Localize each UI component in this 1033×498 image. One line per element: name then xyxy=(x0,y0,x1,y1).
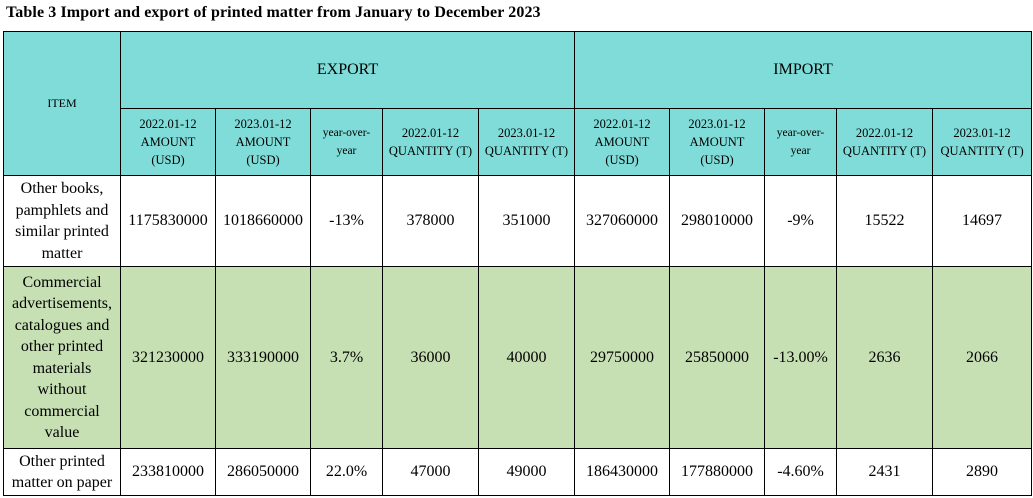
import-col-2022-quantity: 2022.01-12 QUANTITY (T) xyxy=(836,108,934,176)
table-title: Table 3 Import and export of printed mat… xyxy=(6,4,541,21)
table-cell: 327060000 xyxy=(574,175,671,267)
table-cell: 25850000 xyxy=(669,266,766,449)
header-import: IMPORT xyxy=(574,31,1033,109)
table-row: Other printed matter on paper 233810000 2… xyxy=(3,448,1033,496)
table-cell: 2636 xyxy=(836,266,934,449)
table-cell: 14697 xyxy=(932,175,1033,267)
import-col-2023-amount: 2023.01-12 AMOUNT (USD) xyxy=(669,108,766,176)
table-cell: 321230000 xyxy=(120,266,216,449)
table-cell: -13% xyxy=(310,175,383,267)
table-cell: 286050000 xyxy=(215,448,311,496)
table-cell: -13.00% xyxy=(764,266,838,449)
table-cell: 1175830000 xyxy=(120,175,216,267)
table-cell: 15522 xyxy=(836,175,934,267)
header-export: EXPORT xyxy=(119,31,576,109)
table-cell: 3.7% xyxy=(310,266,383,449)
table-cell: 2431 xyxy=(836,448,934,496)
table-cell: 333190000 xyxy=(215,266,311,449)
table-cell: 177880000 xyxy=(669,448,766,496)
table-cell: 233810000 xyxy=(120,448,216,496)
row-item-label: Other books, pamphlets and similar printed… xyxy=(3,175,121,267)
table-cell: 186430000 xyxy=(574,448,671,496)
import-col-2022-amount: 2022.01-12 AMOUNT (USD) xyxy=(574,108,671,176)
header-item: ITEM xyxy=(3,31,121,176)
table-cell: 1018660000 xyxy=(215,175,311,267)
export-col-2023-quantity: 2023.01-12 QUANTITY (T) xyxy=(477,108,576,176)
export-col-yoy: year-over-year xyxy=(310,108,383,176)
table-cell: 2066 xyxy=(932,266,1033,449)
table-cell: -9% xyxy=(764,175,838,267)
row-item-label: Commercial advertisements, catalogues and o… xyxy=(3,266,121,449)
import-col-2023-quantity: 2023.01-12 QUANTITY (T) xyxy=(932,108,1033,176)
table-cell: 298010000 xyxy=(669,175,766,267)
header-row-groups: ITEM EXPORT IMPORT xyxy=(3,31,1033,176)
table-cell: 22.0% xyxy=(310,448,383,496)
table-cell: 378000 xyxy=(382,175,479,267)
table-cell: -4.60% xyxy=(764,448,838,496)
table-cell: 29750000 xyxy=(574,266,671,449)
table-cell: 47000 xyxy=(382,448,479,496)
export-col-2023-amount: 2023.01-12 AMOUNT (USD) xyxy=(215,108,311,176)
table-cell: 40000 xyxy=(477,266,576,449)
table-cell: 49000 xyxy=(477,448,576,496)
table-row: Commercial advertisements, catalogues and o… xyxy=(3,266,1033,449)
header-row-subcolumns: 2022.01-12 AMOUNT (USD) 2023.01-12 AMOUNT (U… xyxy=(4,108,1033,176)
export-col-2022-quantity: 2022.01-12 QUANTITY (T) xyxy=(382,108,479,176)
import-col-yoy: year-over-year xyxy=(764,108,838,176)
table-cell: 36000 xyxy=(382,266,479,449)
printed-matter-table: ITEM EXPORT IMPORT 2022.01-12 AMOUNT (USD)… xyxy=(3,31,1033,496)
table-cell: 2890 xyxy=(932,448,1033,496)
table-cell: 351000 xyxy=(477,175,576,267)
table-row: Other books, pamphlets and similar printed… xyxy=(3,175,1033,267)
row-item-label: Other printed matter on paper xyxy=(3,448,121,496)
export-col-2022-amount: 2022.01-12 AMOUNT (USD) xyxy=(120,108,216,176)
